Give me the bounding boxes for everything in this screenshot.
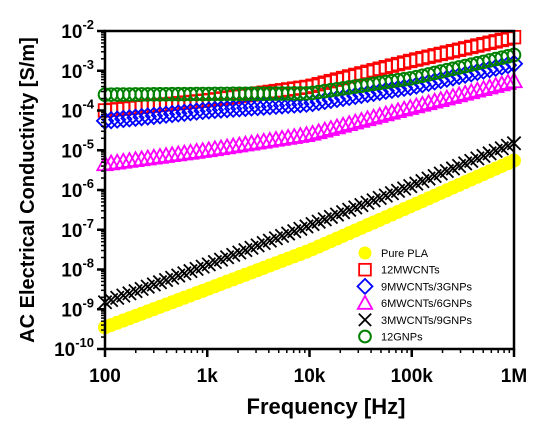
data-point xyxy=(309,122,328,140)
legend-label: 9MWCNTs/3GNPs xyxy=(381,281,473,293)
y-tick-label: 10-3 xyxy=(61,57,94,83)
data-point xyxy=(449,85,469,103)
series-3mwcnts-9gnps xyxy=(97,135,522,310)
legend-marker xyxy=(356,277,374,296)
y-tick-label: 10-8 xyxy=(61,256,94,282)
data-point xyxy=(352,111,371,128)
data-point xyxy=(211,138,231,156)
y-tick-label: 10-4 xyxy=(61,97,94,123)
data-point xyxy=(315,120,334,138)
x-axis-ticks: 100 1k 10k 100k 1M xyxy=(89,349,527,387)
data-point xyxy=(388,101,408,119)
data-point xyxy=(266,130,286,147)
y-axis-ticks: 10-10 10-9 10-8 10-7 10-6 10-5 10-4 10-3 10-2 xyxy=(54,17,105,361)
x-tick-label: 100k xyxy=(391,366,434,387)
data-point xyxy=(480,77,499,95)
legend-label: 12GNPs xyxy=(381,332,423,344)
legend-marker xyxy=(358,312,372,327)
data-point xyxy=(394,99,414,117)
y-tick-label: 10-7 xyxy=(61,216,94,242)
x-tick-label: 1M xyxy=(501,366,527,387)
data-point xyxy=(327,117,347,135)
data-point xyxy=(333,115,353,133)
legend-label: Pure PLA xyxy=(381,248,429,260)
data-point xyxy=(230,135,249,153)
data-point xyxy=(217,137,237,155)
data-point xyxy=(321,119,341,136)
legend-item-3mwcnts-9gnps: 3MWCNTs/9GNPs xyxy=(358,312,473,327)
data-point xyxy=(205,139,225,157)
data-point xyxy=(492,74,512,92)
y-tick-label: 10-2 xyxy=(61,17,94,43)
data-point xyxy=(468,80,487,98)
data-point xyxy=(285,127,304,144)
data-point xyxy=(413,95,432,112)
data-point xyxy=(272,129,292,146)
legend-label: 6MWCNTs/6GNPs xyxy=(381,298,473,310)
data-point xyxy=(346,112,365,130)
legend-item-6mwcnts-6gnps: 6MWCNTs/6GNPs xyxy=(356,294,473,310)
legend-marker xyxy=(358,329,372,344)
y-tick-label: 10-5 xyxy=(61,136,94,162)
data-point xyxy=(455,84,475,101)
data-point xyxy=(437,88,457,106)
data-point xyxy=(358,109,377,127)
data-point xyxy=(376,104,396,122)
legend-marker xyxy=(358,262,372,277)
data-point xyxy=(278,128,298,145)
x-axis-title: Frequency [Hz] xyxy=(247,394,406,419)
data-point xyxy=(254,131,273,149)
legend-marker xyxy=(356,294,374,310)
data-point xyxy=(400,98,420,115)
data-point xyxy=(339,114,359,131)
data-point xyxy=(462,82,481,100)
data-point xyxy=(474,79,493,96)
data-point xyxy=(382,103,402,120)
x-tick-label: 10k xyxy=(294,366,326,387)
legend: Pure PLA 12MWCNTs 9MWCNTs/3GNPs 6MWCNTs/6GN… xyxy=(356,246,473,344)
data-point xyxy=(407,96,426,114)
legend-item-pure-pla: Pure PLA xyxy=(358,246,429,260)
legend-item-12mwcnts: 12MWCNTs xyxy=(358,262,440,277)
y-tick-label: 10-6 xyxy=(61,176,94,202)
data-point xyxy=(498,73,518,90)
data-point xyxy=(242,133,261,151)
data-point xyxy=(419,93,438,111)
data-point xyxy=(443,87,463,104)
legend-label: 3MWCNTs/9GNPs xyxy=(381,315,473,327)
data-point xyxy=(223,136,243,154)
data-point xyxy=(297,125,316,142)
series-12gnps xyxy=(97,47,522,102)
y-tick-label: 10-9 xyxy=(61,295,94,321)
legend-item-12gnps: 12GNPs xyxy=(358,329,423,344)
data-point xyxy=(291,126,310,143)
x-tick-label: 1k xyxy=(197,366,219,387)
data-point xyxy=(260,131,280,148)
data-point xyxy=(303,124,322,141)
series-layer xyxy=(95,29,524,335)
legend-marker xyxy=(358,246,372,260)
series-6mwcnts-6gnps xyxy=(95,71,524,172)
data-point xyxy=(236,134,255,152)
y-axis-title: AC Electrical Conductivity [S/m] xyxy=(17,37,39,343)
x-tick-label: 100 xyxy=(89,366,121,387)
data-point xyxy=(370,106,389,123)
y-tick-label: 10-10 xyxy=(54,335,94,361)
data-point xyxy=(364,107,383,125)
data-point xyxy=(486,76,505,93)
data-point xyxy=(431,90,450,107)
legend-label: 12MWCNTs xyxy=(381,265,440,277)
data-point xyxy=(425,91,444,109)
data-point xyxy=(199,140,219,158)
legend-item-9mwcnts-3gnps: 9MWCNTs/3GNPs xyxy=(356,277,473,296)
series-pure-pla xyxy=(98,153,521,335)
data-point xyxy=(248,132,267,150)
